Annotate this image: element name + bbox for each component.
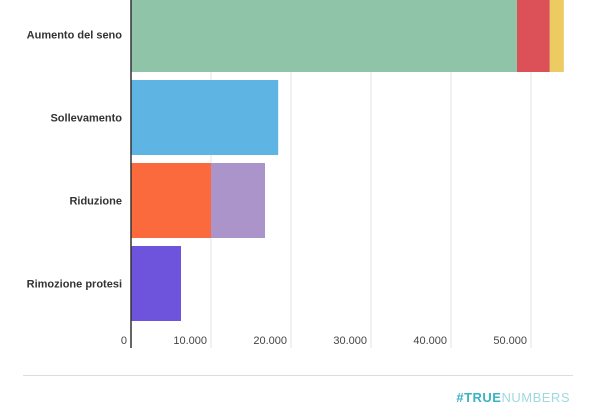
x-tick-label: 20.000 — [253, 335, 287, 347]
x-tick-label: 0 — [121, 335, 127, 347]
bar-segment — [131, 163, 211, 238]
x-tick-label: 50.000 — [493, 335, 527, 347]
bar-segment — [131, 0, 517, 72]
x-tick-label: 10.000 — [173, 335, 207, 347]
bar-segment — [549, 0, 564, 72]
bar-segment — [211, 163, 265, 238]
category-label: Aumento del seno — [27, 30, 123, 42]
bar-chart: 0 10.000 20.000 30.000 40.000 50.000 Aumento d… — [27, 0, 564, 348]
bar-segment — [131, 246, 181, 321]
footer-divider — [23, 375, 573, 376]
x-tick-label: 40.000 — [413, 335, 447, 347]
category-label: Sollevamento — [50, 113, 122, 125]
bar-segment — [131, 80, 279, 155]
x-tick-label: 30.000 — [333, 335, 367, 347]
bar-segment — [517, 0, 550, 72]
category-label: Riduzione — [69, 196, 122, 208]
brand-logo: #TRUENUMBERS — [456, 390, 570, 405]
category-label: Rimozione protesi — [27, 279, 122, 291]
